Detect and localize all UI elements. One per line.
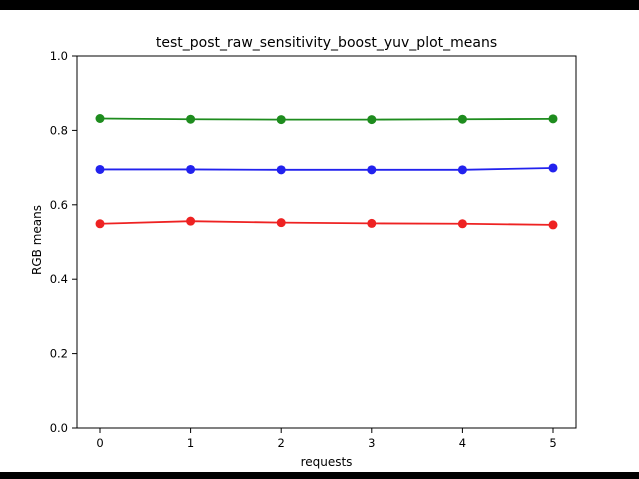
red-marker [186, 216, 196, 226]
x-tick-label: 5 [549, 436, 556, 450]
green-marker [367, 115, 377, 125]
y-tick-label: 1.0 [50, 49, 68, 63]
green-marker [457, 114, 467, 124]
y-tick-label: 0.4 [50, 272, 68, 286]
red-marker [276, 218, 286, 228]
blue-marker [276, 165, 286, 175]
green-marker [186, 114, 196, 124]
x-axis-label: requests [300, 455, 353, 469]
red-line [99, 220, 554, 226]
green-line [99, 117, 554, 121]
blue-marker [548, 163, 558, 173]
y-tick-label: 0.0 [50, 421, 68, 435]
green-marker [276, 115, 286, 125]
red-marker [95, 219, 105, 229]
green-marker [95, 113, 105, 123]
y-tick-label: 0.8 [50, 123, 68, 137]
x-tick-label: 0 [96, 436, 103, 450]
red-marker [367, 218, 377, 228]
axes-box [76, 55, 577, 429]
plot-canvas: 0.0 0.2 0.4 0.6 0.8 1.0 0 1 2 3 4 5 [50, 49, 577, 450]
red-marker [457, 219, 467, 229]
x-tick-label: 2 [278, 436, 285, 450]
y-tick-label: 0.2 [50, 347, 68, 361]
y-tick-label: 0.6 [50, 198, 68, 212]
green-marker [548, 114, 558, 124]
x-tick-label: 4 [459, 436, 466, 450]
blue-line [100, 167, 554, 171]
blue-marker [457, 165, 467, 175]
red-marker [548, 220, 558, 230]
blue-marker [95, 164, 105, 174]
x-tick-label: 1 [187, 436, 194, 450]
x-tick-label: 3 [368, 436, 375, 450]
letterbox-bottom-bar [0, 472, 639, 479]
chart-title: test_post_raw_sensitivity_boost_yuv_plot… [155, 35, 498, 51]
letterbox-top-bar [0, 0, 639, 10]
figure: test_post_raw_sensitivity_boost_yuv_plot… [0, 10, 639, 472]
blue-marker [186, 164, 196, 174]
blue-marker [367, 165, 377, 175]
